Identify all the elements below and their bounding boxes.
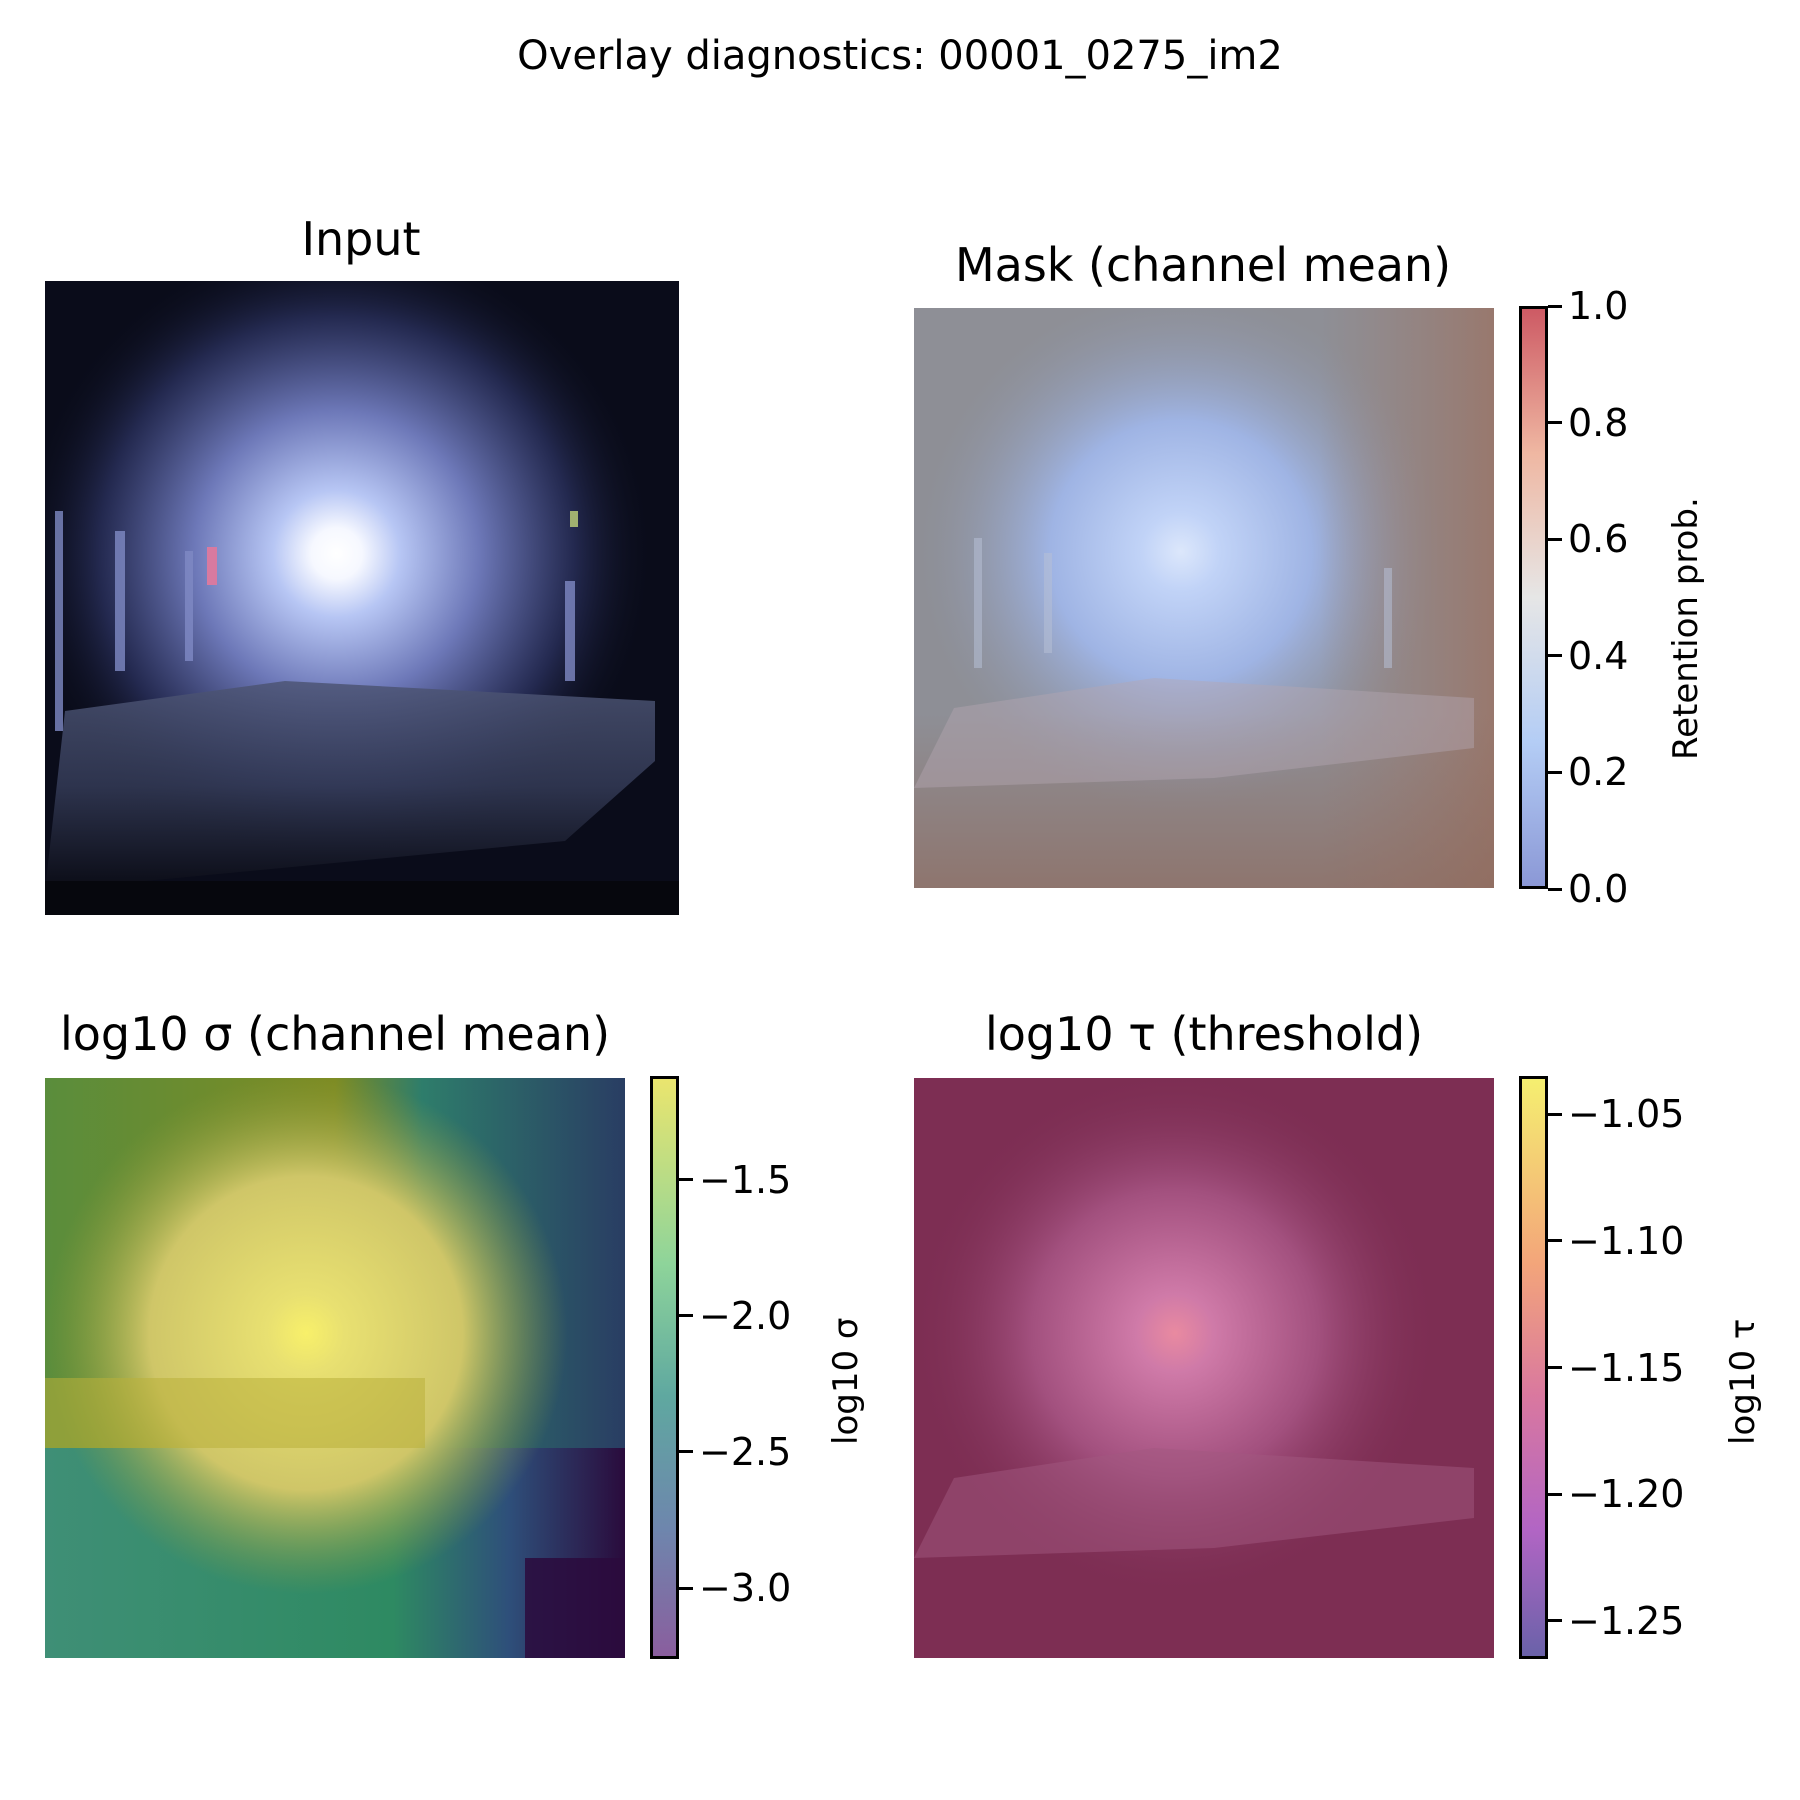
colorbar-tick xyxy=(1548,421,1562,425)
colorbar-tick-label: −1.05 xyxy=(1568,1092,1685,1137)
colorbar-tick-label: −2.5 xyxy=(699,1429,792,1474)
colorbar-tick-label: −2.0 xyxy=(699,1293,792,1338)
colorbar-tick-label: 0.4 xyxy=(1568,633,1629,678)
colorbar-tick-label: −1.5 xyxy=(699,1157,792,1202)
colorbar-tick-label: −1.15 xyxy=(1568,1345,1685,1390)
colorbar-tick xyxy=(1548,887,1562,891)
tau-colorbar xyxy=(1519,1076,1548,1659)
figure-suptitle: Overlay diagnostics: 00001_0275_im2 xyxy=(517,33,1283,79)
colorbar-tick xyxy=(679,1586,693,1590)
panel-title-sigma: log10 σ (channel mean) xyxy=(59,1007,611,1061)
mask-colorbar xyxy=(1519,306,1548,889)
panel-title-tau: log10 τ (threshold) xyxy=(984,1007,1424,1061)
colorbar-tick xyxy=(1548,654,1562,658)
colorbar-tick-label: −1.20 xyxy=(1568,1472,1685,1517)
colorbar-tick-label: 0.6 xyxy=(1568,517,1629,562)
colorbar-tick xyxy=(679,1314,693,1318)
panel-title-input: Input xyxy=(301,212,421,266)
mask-colorbar-label: Retention prob. xyxy=(1666,497,1706,760)
colorbar-tick-label: 0.2 xyxy=(1568,750,1629,795)
input-image xyxy=(45,281,679,915)
colorbar-tick-label: 1.0 xyxy=(1568,284,1629,328)
colorbar-tick-label: 0.0 xyxy=(1568,867,1629,911)
colorbar-tick-label: −1.25 xyxy=(1568,1598,1685,1643)
colorbar-tick xyxy=(1548,1239,1562,1243)
colorbar-tick xyxy=(1548,770,1562,774)
sigma-heatmap xyxy=(45,1078,625,1658)
colorbar-tick xyxy=(679,1178,693,1182)
tau-colorbar-label: log10 τ xyxy=(1723,1318,1763,1445)
colorbar-tick xyxy=(679,1450,693,1454)
colorbar-tick-label: −1.10 xyxy=(1568,1218,1685,1263)
colorbar-tick xyxy=(1548,1492,1562,1496)
colorbar-tick xyxy=(1548,1366,1562,1369)
sigma-colorbar-label: log10 σ xyxy=(826,1317,866,1445)
colorbar-tick xyxy=(1548,537,1562,541)
colorbar-tick xyxy=(1548,1619,1562,1623)
sigma-colorbar xyxy=(650,1076,679,1659)
colorbar-tick xyxy=(1548,1112,1562,1116)
colorbar-tick xyxy=(1548,304,1562,308)
mask-heatmap xyxy=(914,308,1494,888)
colorbar-tick-label: −3.0 xyxy=(699,1566,792,1611)
panel-title-mask: Mask (channel mean) xyxy=(954,238,1452,292)
tau-heatmap xyxy=(914,1078,1494,1658)
colorbar-tick-label: 0.8 xyxy=(1568,400,1629,445)
